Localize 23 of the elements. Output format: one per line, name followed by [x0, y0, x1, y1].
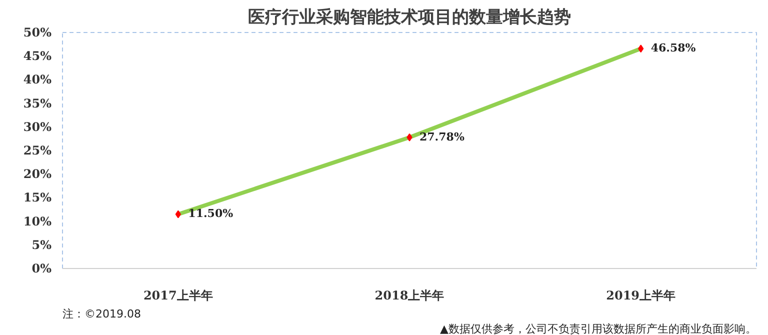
y-tick-label: 40%: [23, 72, 52, 87]
y-tick-label: 15%: [23, 190, 52, 205]
y-tick-label: 0%: [32, 262, 52, 276]
y-tick-label: 35%: [23, 96, 52, 110]
data-label: 27.78%: [420, 130, 465, 144]
data-label: 46.58%: [650, 42, 696, 55]
x-tick-label: 2019上半年: [606, 288, 676, 302]
point: [175, 210, 181, 218]
y-tick-label: 30%: [23, 120, 52, 134]
text: 注：©2019.08: [62, 308, 141, 320]
y-tick-label: 50%: [23, 26, 52, 40]
chart-title: 医疗行业采购智能技术项目的数量增长趋势: [248, 8, 571, 28]
y-tick-label: 20%: [23, 167, 52, 182]
y-tick-label: 45%: [23, 49, 52, 64]
text: ▲数据仅供参考，公司不负责引用该数据所产生的商业负面影响。: [440, 322, 757, 335]
x-tick-label: 2017上半年: [143, 288, 213, 302]
point: [406, 133, 412, 142]
data-label: 11.50%: [188, 207, 234, 220]
y-tick-label: 25%: [23, 144, 52, 158]
y-tick-label: 10%: [23, 214, 52, 228]
x-tick-label: 2018上半年: [374, 288, 444, 302]
y-tick-label: 5%: [32, 238, 52, 252]
point: [638, 44, 644, 53]
